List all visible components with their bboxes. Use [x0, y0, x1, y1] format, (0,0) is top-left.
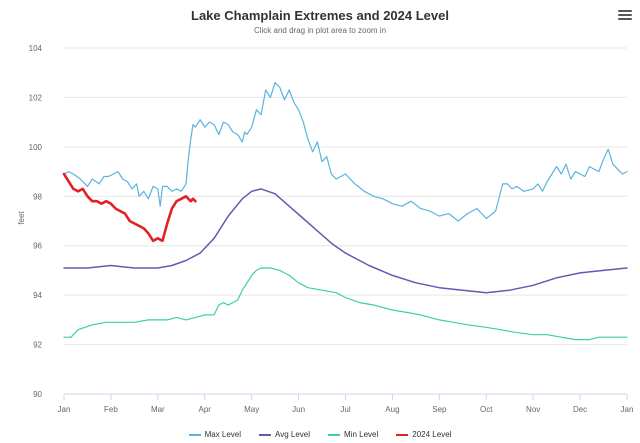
y-tick-label: 90	[33, 390, 42, 399]
legend-label: Min Level	[344, 430, 379, 439]
series-line-max-level[interactable]	[63, 81, 628, 222]
x-tick-label: Jan	[621, 405, 634, 414]
x-tick-label: Aug	[385, 405, 399, 414]
y-tick-label: 104	[29, 44, 43, 53]
x-tick-label: Oct	[480, 405, 493, 414]
legend-swatch	[328, 433, 341, 436]
y-axis-label: feet	[17, 211, 26, 225]
legend-label: Avg Level	[275, 430, 311, 439]
x-tick-label: Nov	[526, 405, 540, 414]
series-line-avg-level[interactable]	[63, 188, 628, 294]
legend-label: 2024 Level	[412, 430, 452, 439]
x-tick-label: Jul	[340, 405, 350, 414]
x-tick-label: Dec	[573, 405, 587, 414]
y-tick-label: 98	[33, 192, 42, 201]
x-tick-label: Apr	[199, 405, 212, 414]
x-tick-label: Jun	[292, 405, 305, 414]
legend-item-min-level[interactable]: Min Level	[328, 430, 378, 439]
legend-item-avg-level[interactable]: Avg Level	[259, 430, 310, 439]
series-line-2024-level[interactable]	[62, 172, 197, 243]
x-tick-label: Sep	[432, 405, 447, 414]
chart-title: Lake Champlain Extremes and 2024 Level	[191, 8, 449, 23]
legend-item-2024-level[interactable]: 2024 Level	[396, 430, 451, 439]
x-tick-label: Feb	[104, 405, 118, 414]
chart-legend: Max Level Avg Level Min Level 2024 Level	[0, 430, 640, 439]
y-tick-label: 100	[29, 143, 43, 152]
legend-swatch	[396, 433, 409, 436]
x-tick-label: Mar	[151, 405, 165, 414]
y-tick-label: 96	[33, 242, 42, 251]
y-tick-label: 92	[33, 341, 42, 350]
x-tick-label: May	[244, 405, 259, 414]
series-line-min-level[interactable]	[63, 267, 628, 341]
legend-swatch	[188, 433, 201, 436]
legend-label: Max Level	[204, 430, 242, 439]
x-tick-label: Jan	[58, 405, 71, 414]
legend-swatch	[259, 433, 272, 436]
y-tick-label: 94	[33, 291, 42, 300]
legend-item-max-level[interactable]: Max Level	[188, 430, 242, 439]
chart-subtitle: Click and drag in plot area to zoom in	[253, 26, 387, 35]
y-tick-label: 102	[29, 93, 43, 102]
menu-icon[interactable]	[618, 8, 632, 22]
